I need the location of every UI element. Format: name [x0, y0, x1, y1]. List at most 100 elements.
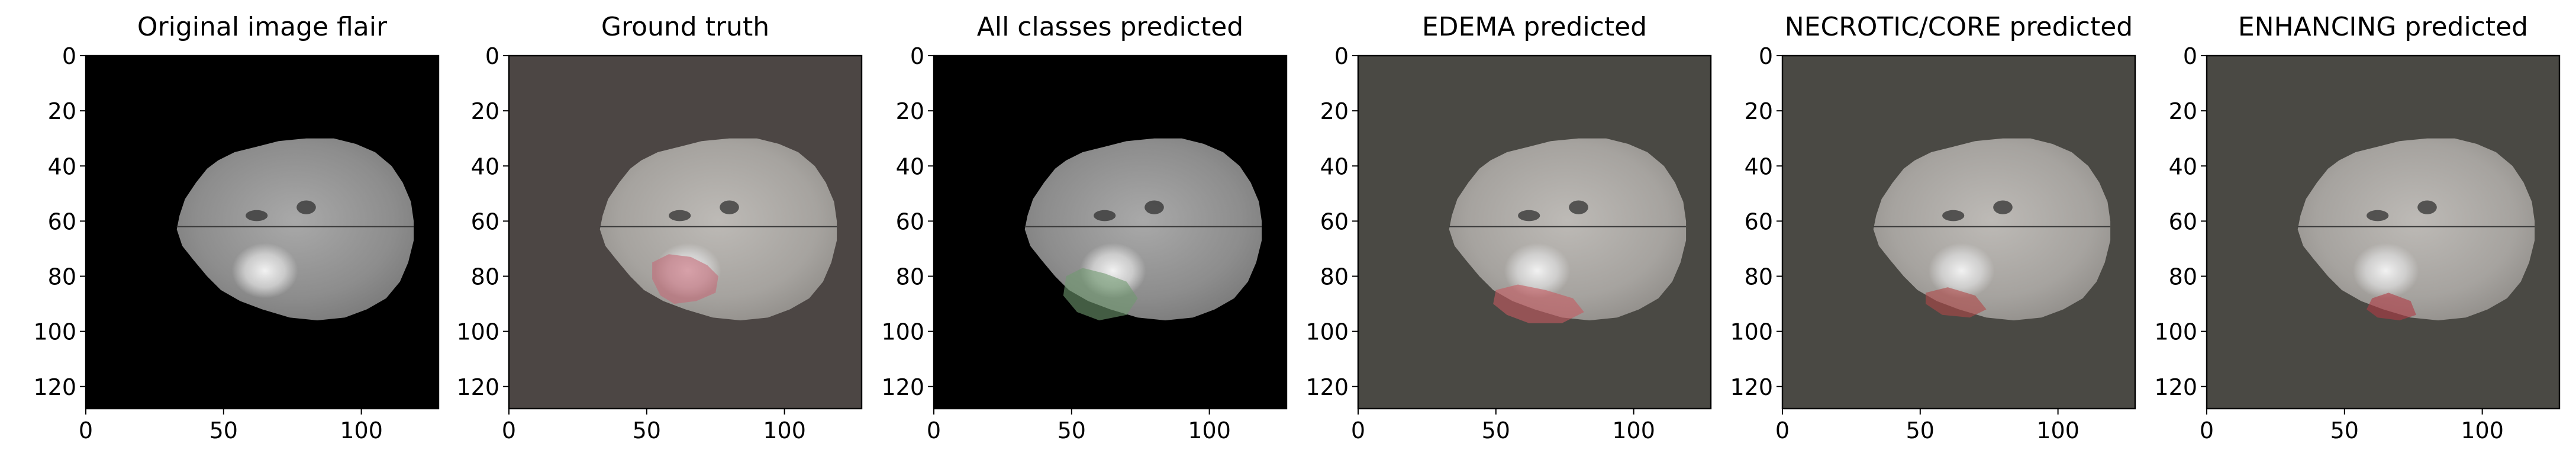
y-tick-label: 0: [485, 43, 499, 69]
panel-title: NECROTIC/CORE predicted: [1785, 12, 2133, 42]
y-tick-label: 120: [881, 374, 924, 400]
y-tick-label: 80: [471, 264, 499, 290]
y-tick-label: 100: [33, 319, 76, 345]
ventricle: [246, 210, 268, 221]
panel-title: EDEMA predicted: [1422, 12, 1647, 42]
y-tick-label: 0: [62, 43, 76, 69]
y-tick-label: 0: [910, 43, 924, 69]
x-tick-label: 100: [2036, 417, 2080, 444]
ventricle: [1144, 200, 1164, 214]
y-tick-label: 120: [1730, 374, 1773, 400]
y-tick-label: 20: [48, 98, 76, 124]
y-tick-label: 120: [1305, 374, 1349, 400]
x-tick-label: 50: [1058, 417, 1086, 444]
y-tick-label: 20: [471, 98, 499, 124]
x-tick-label: 100: [763, 417, 806, 444]
y-tick-label: 120: [33, 374, 76, 400]
axes-frame: [1781, 54, 2136, 410]
y-tick-label: 0: [1759, 43, 1773, 69]
axes-frame: [85, 54, 440, 410]
segmentation-overlay: [1063, 268, 1138, 320]
ventricle: [1942, 210, 1965, 221]
ventricle: [1993, 200, 2013, 214]
x-tick-label: 50: [209, 417, 238, 444]
y-tick-label: 80: [2169, 264, 2197, 290]
ventricle: [669, 210, 691, 221]
y-tick-label: 60: [896, 208, 924, 234]
mri-image: [934, 56, 1287, 409]
bright-region: [1928, 243, 1995, 298]
x-tick-label: 0: [79, 417, 93, 444]
mri-image: [86, 56, 439, 409]
x-tick-label: 0: [502, 417, 516, 444]
axes-frame: [933, 54, 1288, 410]
x-tick-label: 100: [340, 417, 383, 444]
bright-region: [2352, 243, 2419, 298]
y-tick-label: 20: [2169, 98, 2197, 124]
x-tick-label: 100: [1188, 417, 1231, 444]
y-tick-label: 0: [1334, 43, 1349, 69]
y-tick-label: 40: [48, 153, 76, 179]
y-tick-label: 40: [1745, 153, 1773, 179]
segmentation-overlay: [2367, 293, 2416, 320]
y-tick-label: 60: [1320, 208, 1349, 234]
x-tick-label: 0: [927, 417, 941, 444]
x-tick-label: 0: [1351, 417, 1365, 444]
axes-frame: [2206, 54, 2561, 410]
ventricle: [720, 200, 739, 214]
y-tick-label: 100: [1305, 319, 1349, 345]
y-tick-label: 20: [1745, 98, 1773, 124]
y-tick-label: 20: [1320, 98, 1349, 124]
y-tick-label: 100: [2154, 319, 2197, 345]
y-tick-label: 20: [896, 98, 924, 124]
y-tick-label: 80: [1745, 264, 1773, 290]
x-tick-label: 0: [2200, 417, 2214, 444]
y-tick-label: 40: [2169, 153, 2197, 179]
panel-title: Original image flair: [137, 12, 388, 42]
y-tick-label: 40: [471, 153, 499, 179]
y-tick-label: 60: [1745, 208, 1773, 234]
x-tick-label: 50: [2330, 417, 2359, 444]
y-tick-label: 100: [456, 319, 499, 345]
ventricle: [2367, 210, 2389, 221]
ventricle: [2417, 200, 2437, 214]
y-tick-label: 40: [1320, 153, 1349, 179]
bright-region: [231, 243, 298, 298]
x-tick-label: 100: [2461, 417, 2504, 444]
panel-title: Ground truth: [601, 12, 769, 42]
y-tick-label: 100: [881, 319, 924, 345]
y-tick-label: 60: [471, 208, 499, 234]
ventricle: [1094, 210, 1116, 221]
mri-image: [2207, 56, 2559, 409]
x-tick-label: 50: [1906, 417, 1935, 444]
axes-frame: [508, 54, 863, 410]
segmentation-overlay: [1926, 287, 1987, 318]
segmentation-overlay: [1493, 284, 1584, 323]
y-tick-label: 60: [48, 208, 76, 234]
mri-image: [509, 56, 862, 409]
axes-frame: [1357, 54, 1712, 410]
mri-image: [1358, 56, 1711, 409]
y-tick-label: 100: [1730, 319, 1773, 345]
mri-image: [1782, 56, 2135, 409]
x-tick-label: 0: [1775, 417, 1790, 444]
y-tick-label: 120: [2154, 374, 2197, 400]
panel-title: ENHANCING predicted: [2238, 12, 2528, 42]
ventricle: [296, 200, 316, 214]
x-tick-label: 50: [633, 417, 661, 444]
bright-region: [1504, 243, 1571, 298]
y-tick-label: 80: [896, 264, 924, 290]
panel-title: All classes predicted: [977, 12, 1243, 42]
x-tick-label: 100: [1612, 417, 1655, 444]
y-tick-label: 0: [2183, 43, 2197, 69]
y-tick-label: 80: [1320, 264, 1349, 290]
y-tick-label: 40: [896, 153, 924, 179]
x-tick-label: 50: [1482, 417, 1510, 444]
y-tick-label: 80: [48, 264, 76, 290]
